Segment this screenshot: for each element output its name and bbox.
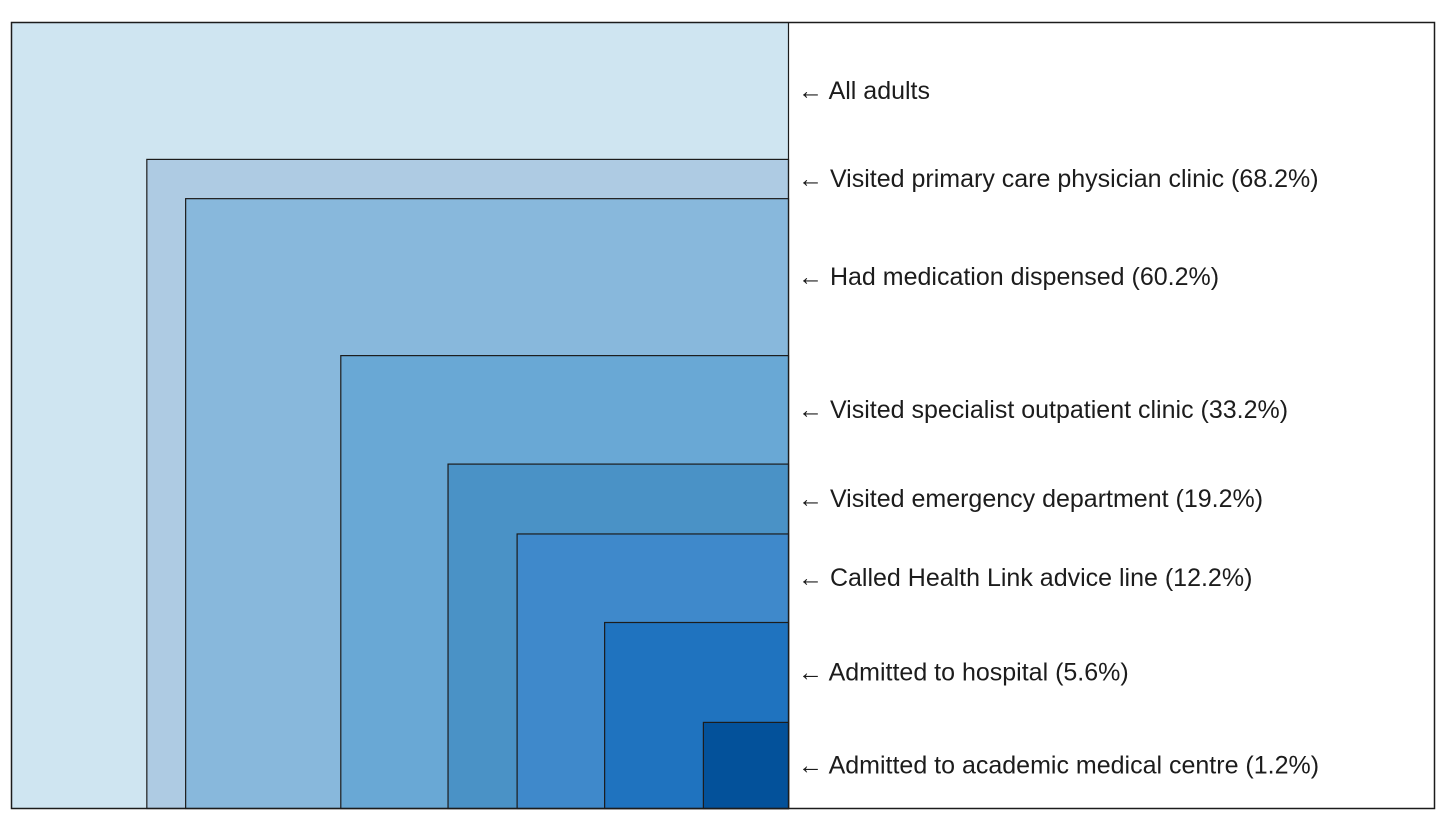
nested-boxes [11, 22, 790, 810]
label-had-medication-dispensed: ← Had medication dispensed (60.2%) [798, 263, 1219, 291]
box-admitted-to-academic-medical-centre [702, 721, 790, 810]
label-admitted-to-academic-medical-centre: ← Admitted to academic medical centre (1… [798, 751, 1319, 779]
category-labels: ← All adults ← Visited primary care physi… [798, 77, 1319, 780]
label-admitted-to-hospital: ← Admitted to hospital (5.6%) [798, 658, 1129, 686]
label-visited-specialist-outpatient-clinic: ← Visited specialist outpatient clinic (… [798, 396, 1288, 424]
label-visited-primary-care-physician-clinic: ← Visited primary care physician clinic … [798, 165, 1319, 193]
chart-outer-border [10, 21, 1436, 810]
label-all-adults: ← All adults [798, 77, 930, 105]
label-visited-emergency-department: ← Visited emergency department (19.2%) [798, 485, 1263, 513]
label-called-health-link-advice-line: ← Called Health Link advice line (12.2%) [798, 564, 1252, 592]
